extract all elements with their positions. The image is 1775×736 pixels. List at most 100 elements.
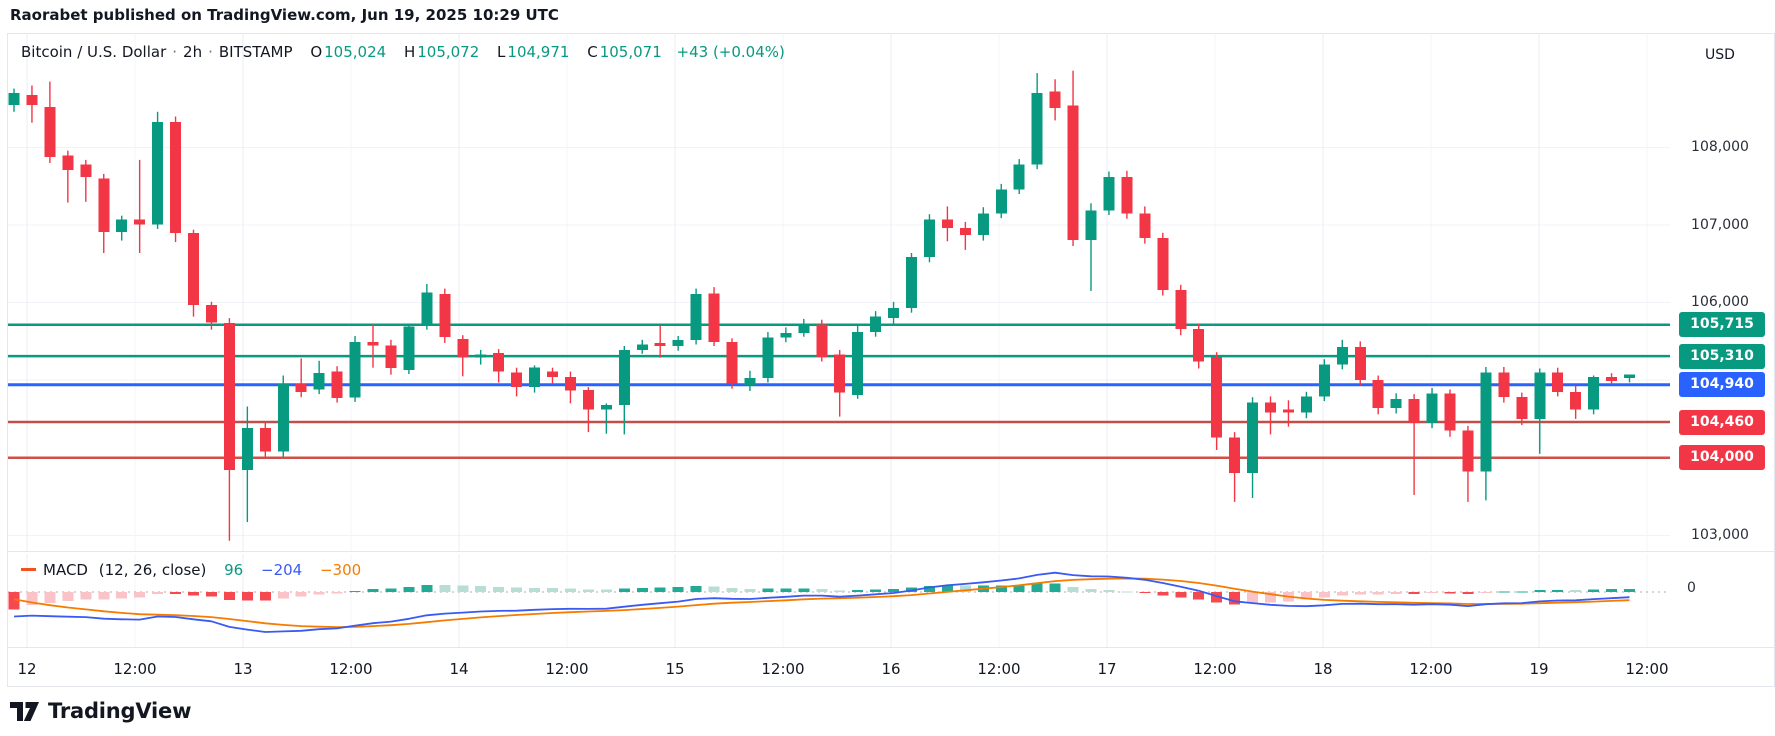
close-value: 105,071 bbox=[599, 43, 662, 61]
tradingview-footer[interactable]: TradingView bbox=[10, 699, 191, 723]
candle bbox=[1588, 375, 1600, 415]
candle bbox=[941, 206, 953, 242]
interval-label[interactable]: 2h bbox=[183, 43, 203, 61]
symbol-legend: Bitcoin / U.S. Dollar · 2h · BITSTAMP O 105,0… bbox=[21, 43, 785, 61]
candle bbox=[1606, 373, 1617, 384]
candle bbox=[457, 335, 469, 377]
candle bbox=[1534, 368, 1546, 454]
time-axis-label: 12:00 bbox=[1193, 660, 1237, 678]
candle bbox=[906, 253, 917, 313]
legend-separator: · bbox=[208, 43, 213, 61]
macd-signal-value: −300 bbox=[319, 561, 362, 579]
candle bbox=[618, 346, 630, 435]
candle bbox=[1283, 400, 1294, 427]
symbol-title: Bitcoin / U.S. Dollar bbox=[21, 43, 167, 61]
time-axis-label: 12:00 bbox=[761, 660, 805, 678]
candle bbox=[816, 319, 828, 362]
candle bbox=[1265, 396, 1276, 435]
price-axis[interactable]: USD 108,000 107,000 106,000 103,000 105,715 1… bbox=[1670, 34, 1770, 551]
legend-separator: · bbox=[172, 43, 178, 61]
candles-layer bbox=[8, 70, 1635, 541]
time-axis-label: 12:00 bbox=[329, 660, 373, 678]
published-header: Raorabet published on TradingView.com, J… bbox=[10, 6, 559, 24]
macd-pane[interactable] bbox=[8, 554, 1670, 647]
candle bbox=[295, 358, 307, 398]
candle bbox=[1229, 432, 1241, 502]
macd-axis[interactable]: 0 bbox=[1670, 554, 1770, 647]
candle bbox=[726, 338, 738, 389]
macd-legend: MACD (12, 26, close) 96 −204 −300 bbox=[21, 561, 361, 579]
candle bbox=[995, 183, 1007, 219]
candle bbox=[1552, 367, 1564, 397]
signal-line bbox=[13, 577, 1630, 628]
candle bbox=[798, 318, 810, 337]
candle bbox=[241, 406, 253, 523]
time-axis[interactable]: 12 12:00 13 12:00 14 12:00 15 12:00 16 12:00 17 12:… bbox=[8, 648, 1670, 688]
candle bbox=[1247, 397, 1258, 498]
candle bbox=[277, 375, 289, 457]
candle bbox=[170, 116, 181, 243]
price-gridlines bbox=[8, 34, 1670, 551]
candle bbox=[529, 365, 540, 393]
indicator-marker-icon bbox=[21, 568, 36, 571]
candle bbox=[439, 288, 451, 343]
candle bbox=[1408, 394, 1420, 495]
candle bbox=[188, 229, 199, 317]
open-value: 105,024 bbox=[324, 43, 387, 61]
candle bbox=[1211, 352, 1223, 450]
candle bbox=[923, 214, 935, 263]
candle bbox=[259, 421, 271, 459]
price-level-tag: 104,000 bbox=[1679, 445, 1765, 471]
price-axis-label: 106,000 bbox=[1691, 294, 1749, 311]
tradingview-logo-icon bbox=[10, 701, 39, 721]
time-axis-label: 14 bbox=[449, 660, 469, 678]
candle bbox=[690, 288, 702, 345]
change-label: +43 (+0.04%) bbox=[676, 43, 785, 61]
candle bbox=[1354, 341, 1366, 386]
time-axis-label: 12:00 bbox=[977, 660, 1021, 678]
candle bbox=[205, 301, 217, 330]
candle bbox=[1049, 79, 1061, 121]
candle bbox=[493, 349, 505, 383]
candle bbox=[1318, 359, 1330, 402]
candle bbox=[582, 387, 594, 433]
macd-params: (12, 26, close) bbox=[98, 561, 207, 579]
pane-separator bbox=[8, 551, 1774, 552]
candle bbox=[403, 325, 415, 374]
candle bbox=[385, 339, 397, 375]
low-label: L bbox=[497, 43, 506, 61]
candle bbox=[1462, 425, 1474, 502]
time-axis-label: 12 bbox=[17, 660, 37, 678]
time-axis-label: 19 bbox=[1529, 660, 1549, 678]
price-axis-label: 103,000 bbox=[1691, 526, 1749, 543]
time-axis-label: 12:00 bbox=[1625, 660, 1669, 678]
candle bbox=[475, 349, 487, 365]
candle bbox=[44, 81, 56, 163]
high-value: 105,072 bbox=[417, 43, 480, 61]
price-level-tag: 105,715 bbox=[1679, 312, 1765, 338]
time-axis-label: 12:00 bbox=[113, 660, 157, 678]
candle bbox=[1372, 375, 1384, 415]
close-label: C bbox=[587, 43, 598, 61]
macd-title[interactable]: MACD bbox=[43, 561, 88, 579]
macd-histogram-value: 96 bbox=[224, 561, 244, 579]
candle bbox=[708, 287, 720, 346]
time-axis-label: 12:00 bbox=[1409, 660, 1453, 678]
candle bbox=[8, 88, 20, 112]
price-pane[interactable] bbox=[8, 34, 1670, 551]
candle bbox=[870, 311, 882, 337]
candle bbox=[959, 221, 971, 250]
candle bbox=[744, 370, 756, 391]
candle bbox=[331, 366, 343, 403]
candle bbox=[1067, 70, 1079, 246]
time-axis-label: 17 bbox=[1097, 660, 1117, 678]
candle bbox=[1390, 393, 1402, 414]
tradingview-brand: TradingView bbox=[48, 699, 192, 723]
time-axis-label: 13 bbox=[233, 660, 253, 678]
candle bbox=[1121, 170, 1133, 219]
time-axis-label: 15 bbox=[665, 660, 685, 678]
candle bbox=[762, 332, 774, 383]
low-value: 104,971 bbox=[507, 43, 570, 61]
time-axis-separator bbox=[8, 647, 1774, 648]
